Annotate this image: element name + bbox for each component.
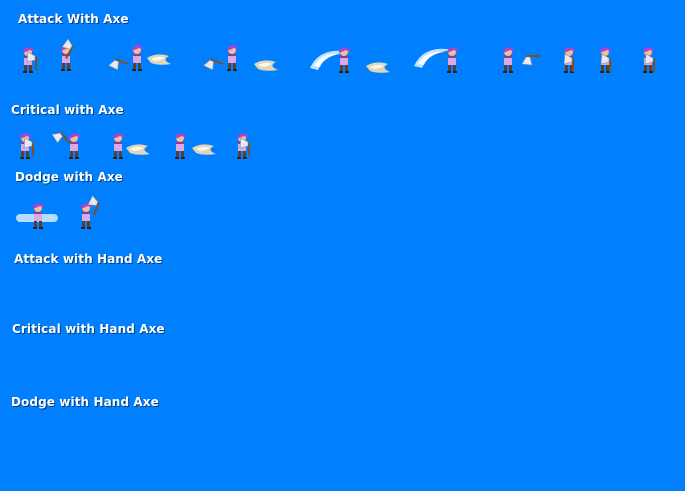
section-title-critical-with-hand-axe: Critical with Hand Axe xyxy=(12,322,165,336)
attack-axe-frame-1 xyxy=(23,47,38,73)
critical-axe-frame-5 xyxy=(237,133,251,159)
critical-axe-frame-4 xyxy=(175,133,216,159)
dodge-axe-frame-2 xyxy=(81,194,102,229)
attack-axe-frame-5 xyxy=(310,47,390,73)
section-title-critical-with-axe: Critical with Axe xyxy=(11,103,124,117)
attack-axe-frame-7 xyxy=(503,47,541,73)
attack-axe-frame-10 xyxy=(643,47,656,73)
attack-axe-frame-2 xyxy=(57,38,77,71)
dodge-axe-frame-1 xyxy=(16,203,58,229)
attack-axe-frame-3 xyxy=(107,45,171,73)
attack-axe-frame-4 xyxy=(202,45,278,73)
attack-axe-frame-9 xyxy=(600,47,612,73)
attack-axe-frame-8 xyxy=(563,47,575,73)
critical-axe-frame-1 xyxy=(20,133,35,159)
section-title-dodge-with-hand-axe: Dodge with Hand Axe xyxy=(11,395,159,409)
critical-axe-frame-2 xyxy=(50,128,80,159)
critical-axe-frame-3 xyxy=(113,133,150,159)
section-title-dodge-with-axe: Dodge with Axe xyxy=(15,170,123,184)
section-title-attack-with-axe: Attack With Axe xyxy=(18,12,129,26)
section-title-attack-with-hand-axe: Attack with Hand Axe xyxy=(14,252,163,266)
attack-axe-frame-6 xyxy=(414,47,458,73)
